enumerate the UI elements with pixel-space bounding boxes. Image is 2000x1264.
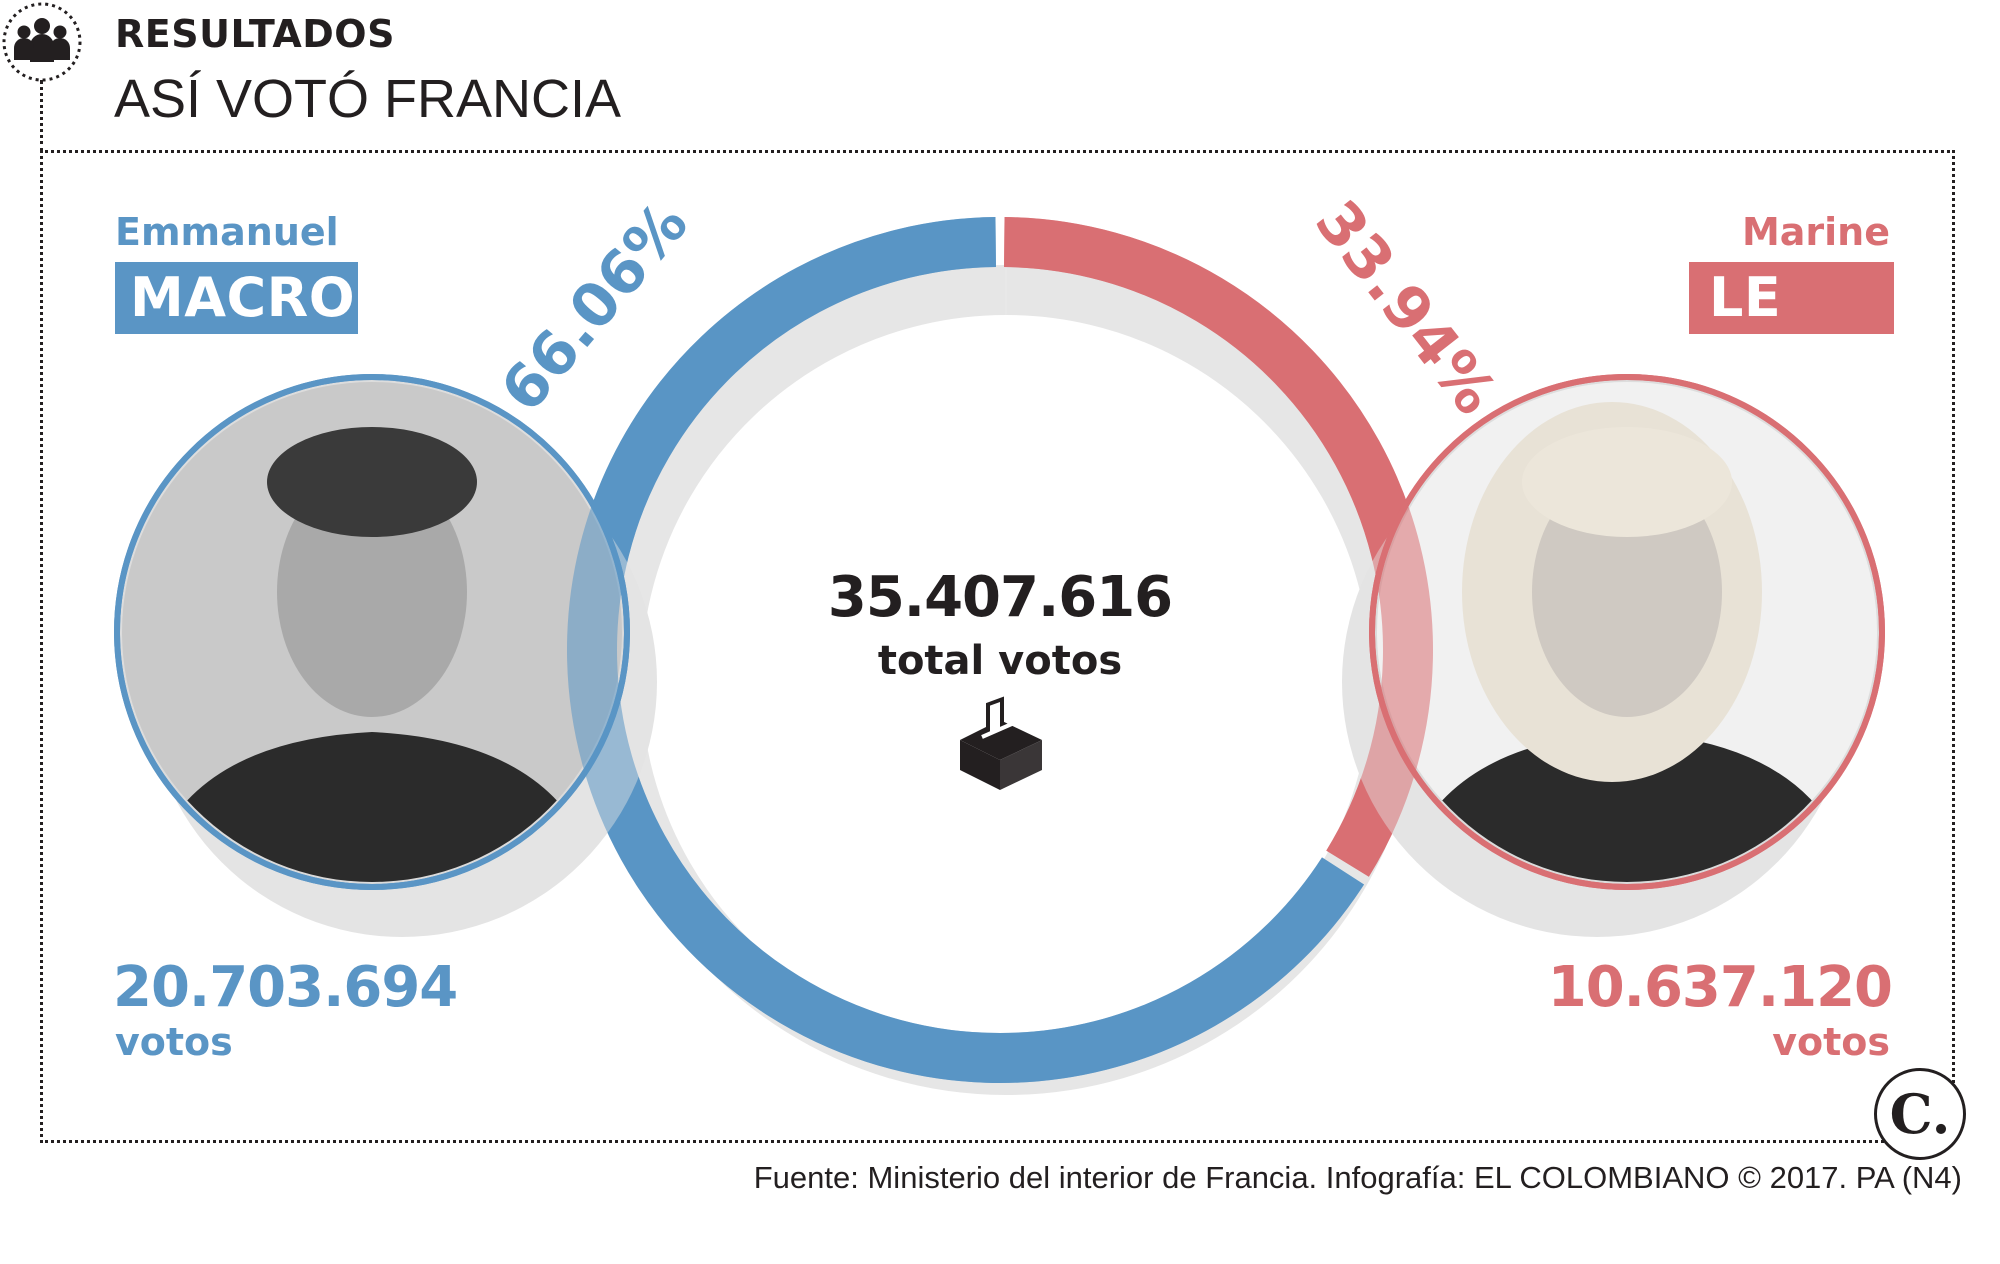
macron-votes-label: votos bbox=[115, 1020, 233, 1064]
total-votes-value: 35.407.616 bbox=[827, 565, 1173, 630]
macron-segment-overlay bbox=[567, 217, 1364, 1083]
macron-votes-value: 20.703.694 bbox=[113, 955, 458, 1020]
le-pen-votes-value: 10.637.120 bbox=[1547, 955, 1893, 1020]
chart-frame bbox=[40, 150, 1955, 1143]
le-pen-first-name: Marine bbox=[1741, 210, 1890, 254]
macron-portrait-photo bbox=[114, 374, 657, 937]
logo-text: C. bbox=[1889, 1082, 1951, 1146]
el-colombiano-logo: C. bbox=[1874, 1068, 1966, 1160]
ballot-box-icon bbox=[960, 696, 1042, 790]
le-pen-name-badge: LE PEN bbox=[1689, 262, 1894, 401]
page-title: ASÍ VOTÓ FRANCIA bbox=[114, 69, 622, 129]
header-connector-line bbox=[40, 80, 43, 152]
le-pen-votes-label: votos bbox=[1772, 1020, 1890, 1064]
people-group-icon bbox=[2, 2, 82, 82]
le-pen-segment-overlay bbox=[1003, 217, 1433, 877]
section-kicker: RESULTADOS bbox=[115, 12, 395, 56]
le-pen-portrait-photo bbox=[1342, 374, 1885, 937]
macron-first-name: Emmanuel bbox=[115, 210, 339, 254]
total-votes-label: total votos bbox=[877, 638, 1123, 684]
source-credit: Fuente: Ministerio del interior de Franc… bbox=[753, 1160, 1962, 1195]
macron-name-badge: MACRON bbox=[115, 262, 400, 334]
